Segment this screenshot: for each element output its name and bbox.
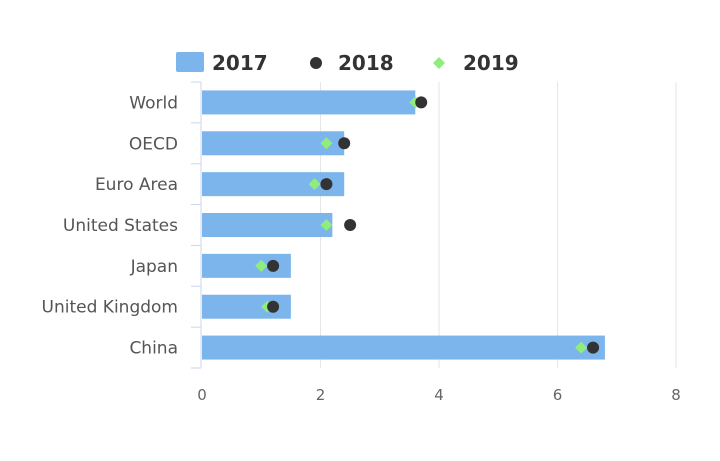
tick-labels: 0 2 4 6 8 xyxy=(197,386,681,404)
point-2019[interactable] xyxy=(308,178,321,191)
legend-item-2018[interactable]: 2018 xyxy=(310,51,394,75)
x-tick-label: 6 xyxy=(553,386,563,404)
category-label: Japan xyxy=(130,257,178,277)
x-tick-label: 0 xyxy=(197,386,207,404)
bars-2017 xyxy=(202,90,605,360)
bar-2017[interactable] xyxy=(202,335,605,360)
point-2018[interactable] xyxy=(338,137,351,150)
x-tick-label: 8 xyxy=(671,386,681,404)
legend-swatch-2017 xyxy=(176,52,204,72)
bar-2017[interactable] xyxy=(202,90,416,115)
point-2018[interactable] xyxy=(267,259,280,272)
legend-label-2018: 2018 xyxy=(338,51,394,75)
category-label: United States xyxy=(63,216,178,236)
bar-2017[interactable] xyxy=(202,213,333,237)
point-2019[interactable] xyxy=(320,219,333,231)
point-2019[interactable] xyxy=(255,259,268,272)
legend-marker-2019 xyxy=(433,57,445,69)
x-tick-label: 2 xyxy=(316,386,326,404)
point-2018[interactable] xyxy=(415,96,428,109)
x-tick-label: 4 xyxy=(434,386,444,404)
legend-item-2019[interactable]: 2019 xyxy=(433,51,519,75)
point-2018[interactable] xyxy=(320,178,333,191)
point-2019[interactable] xyxy=(320,137,333,150)
legend: 2017 2018 2019 xyxy=(176,51,519,75)
category-label: OECD xyxy=(129,134,178,154)
category-label: United Kingdom xyxy=(42,298,178,318)
point-2018[interactable] xyxy=(267,300,280,313)
category-label: Euro Area xyxy=(95,175,178,195)
category-axis xyxy=(191,81,202,369)
legend-item-2017[interactable]: 2017 xyxy=(176,51,268,75)
legend-label-2019: 2019 xyxy=(463,51,519,75)
point-2018[interactable] xyxy=(587,341,600,354)
point-2018[interactable] xyxy=(344,219,357,231)
category-labels: World OECD Euro Area United States Japan Unit… xyxy=(42,93,179,358)
legend-marker-2018 xyxy=(310,57,322,69)
category-label: World xyxy=(129,93,178,113)
points-2018 xyxy=(267,96,600,354)
gridlines xyxy=(320,82,677,368)
category-label: China xyxy=(129,339,178,359)
legend-label-2017: 2017 xyxy=(212,51,268,75)
point-2019[interactable] xyxy=(575,341,588,354)
